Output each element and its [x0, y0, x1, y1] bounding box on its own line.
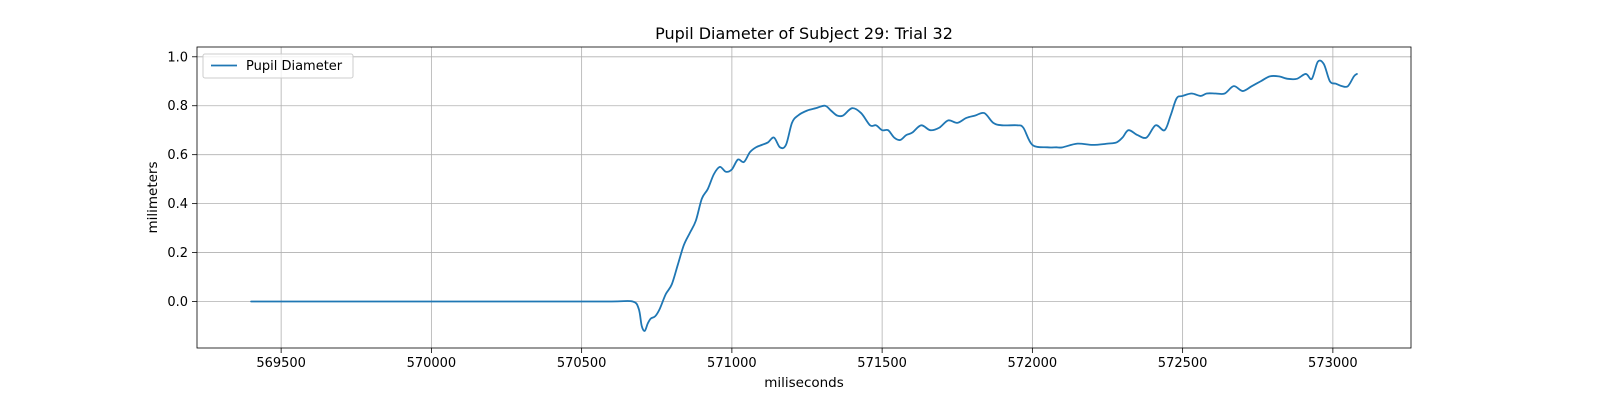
y-tick-label: 0.8	[167, 99, 188, 114]
plot-area-frame	[196, 46, 1412, 349]
x-tick-label: 570500	[557, 356, 607, 371]
legend-frame	[202, 53, 354, 79]
chart-title: Pupil Diameter of Subject 29: Trial 32	[655, 24, 953, 43]
legend: Pupil Diameter	[202, 53, 354, 79]
legend-label-pupil-diameter: Pupil Diameter	[246, 59, 343, 74]
grid-lines	[197, 47, 1411, 348]
y-tick-label: 0.0	[167, 295, 188, 310]
x-tick-label: 571500	[857, 356, 907, 371]
x-tick-label: 571000	[707, 356, 757, 371]
series-lines	[250, 59, 1358, 332]
axis-ticks: 569500 570000 570500 571000 571500 572000 5725…	[167, 50, 1357, 371]
x-tick-label: 572000	[1008, 356, 1058, 371]
y-tick-label: 0.4	[167, 197, 188, 212]
y-axis-label: milimeters	[145, 161, 161, 233]
y-tick-label: 1.0	[167, 50, 188, 65]
x-tick-label: 572500	[1158, 356, 1208, 371]
y-tick-label: 0.6	[167, 148, 188, 163]
y-tick-label: 0.2	[167, 246, 188, 261]
x-axis-label: miliseconds	[764, 375, 844, 391]
x-tick-label: 570000	[407, 356, 457, 371]
x-tick-label: 569500	[256, 356, 306, 371]
x-tick-label: 573000	[1308, 356, 1358, 371]
series-line-pupil-diameter	[250, 59, 1358, 332]
